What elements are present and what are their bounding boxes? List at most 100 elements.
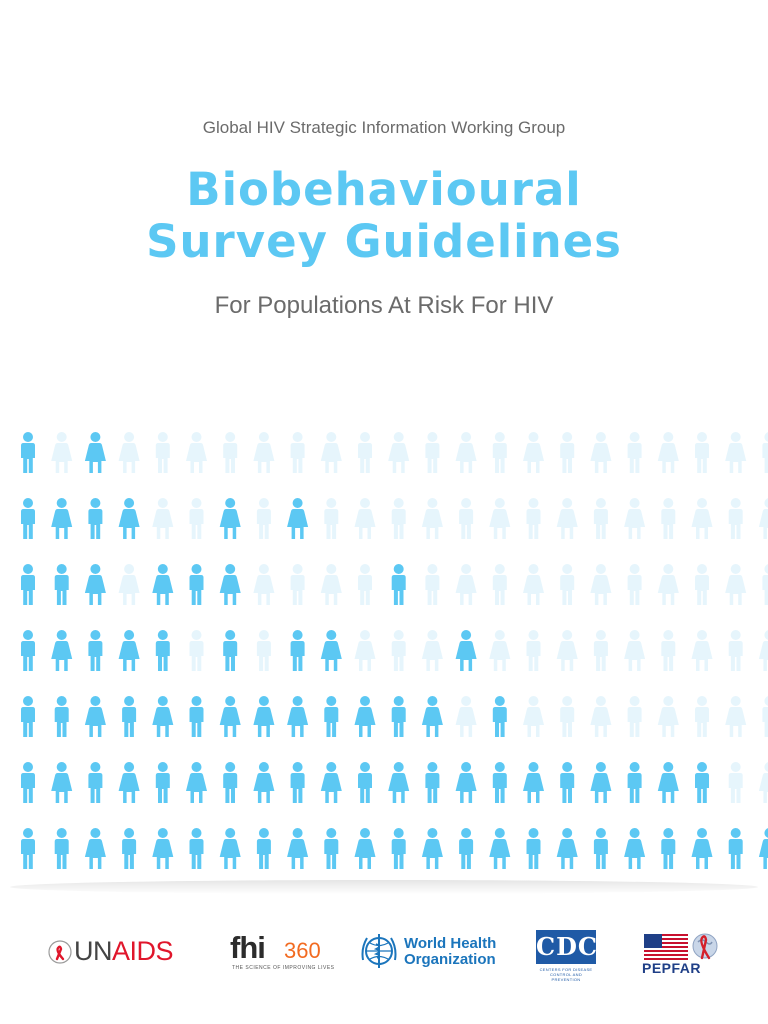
male-figure-icon <box>627 564 642 605</box>
female-figure-icon <box>758 498 768 539</box>
female-figure-icon <box>556 630 578 671</box>
male-figure-icon <box>54 564 69 605</box>
male-figure-icon <box>256 828 271 869</box>
female-figure-icon <box>51 630 73 671</box>
female-figure-icon <box>758 828 768 869</box>
female-figure-icon <box>84 564 106 605</box>
male-figure-icon <box>256 498 271 539</box>
female-figure-icon <box>489 828 511 869</box>
male-figure-icon <box>695 696 709 737</box>
pepfar-name: PEPFAR <box>642 960 702 976</box>
male-figure-icon <box>21 498 35 539</box>
female-figure-icon <box>455 432 477 473</box>
male-figure-icon <box>122 828 137 869</box>
male-figure-icon <box>695 762 709 803</box>
male-figure-icon <box>21 432 35 473</box>
male-figure-icon <box>560 564 575 605</box>
male-figure-icon <box>425 432 440 473</box>
male-figure-icon <box>324 828 339 869</box>
male-figure-icon <box>762 432 768 473</box>
female-figure-icon <box>725 564 747 605</box>
female-figure-icon <box>523 432 544 473</box>
globe-ribbon-icon <box>692 933 718 960</box>
female-figure-icon <box>118 762 140 803</box>
male-figure-icon <box>189 498 204 539</box>
female-figure-icon <box>455 564 477 605</box>
male-figure-icon <box>728 498 743 539</box>
male-figure-icon <box>189 564 204 605</box>
female-figure-icon <box>624 828 646 869</box>
male-figure-icon <box>290 564 305 605</box>
female-figure-icon <box>253 696 275 737</box>
male-figure-icon <box>526 498 541 539</box>
cdc-logo: CDC CENTERS FOR DISEASE CONTROL AND PREV… <box>536 922 598 982</box>
female-figure-icon <box>590 564 612 605</box>
female-figure-icon <box>657 762 679 803</box>
male-figure-icon <box>593 498 608 539</box>
female-figure-icon <box>489 498 511 539</box>
male-figure-icon <box>492 762 507 803</box>
fhi360-mark: fhi <box>230 930 266 965</box>
title-line-2: Survey Guidelines <box>146 215 622 268</box>
male-figure-icon <box>627 696 642 737</box>
male-figure-icon <box>223 762 238 803</box>
female-figure-icon <box>51 762 73 803</box>
female-figure-icon <box>219 696 241 737</box>
us-flag-icon <box>644 934 688 960</box>
unaids-logo: UNAIDS <box>44 922 194 982</box>
male-figure-icon <box>728 762 743 803</box>
male-figure-icon <box>391 828 406 869</box>
who-logo: World Health Organization <box>358 922 508 982</box>
male-figure-icon <box>21 564 35 605</box>
female-figure-icon <box>421 498 443 539</box>
female-figure-icon <box>51 498 73 539</box>
female-figure-icon <box>691 498 713 539</box>
female-figure-icon <box>421 630 443 671</box>
male-figure-icon <box>21 828 35 869</box>
male-figure-icon <box>627 432 642 473</box>
female-figure-icon <box>84 696 106 737</box>
female-figure-icon <box>725 432 747 473</box>
female-figure-icon <box>152 564 174 605</box>
female-figure-icon <box>421 696 443 737</box>
female-figure-icon <box>51 432 73 473</box>
female-figure-icon <box>556 828 578 869</box>
male-figure-icon <box>189 630 204 671</box>
male-figure-icon <box>425 762 440 803</box>
male-figure-icon <box>391 696 406 737</box>
people-figure-grid <box>0 412 768 880</box>
male-figure-icon <box>155 432 170 473</box>
female-figure-icon <box>219 828 241 869</box>
red-ribbon-icon <box>48 940 72 964</box>
female-figure-icon <box>388 762 410 803</box>
male-figure-icon <box>492 696 507 737</box>
male-figure-icon <box>391 630 406 671</box>
male-figure-icon <box>593 630 608 671</box>
female-figure-icon <box>253 432 275 473</box>
male-figure-icon <box>459 828 474 869</box>
male-figure-icon <box>560 432 575 473</box>
male-figure-icon <box>661 498 676 539</box>
female-figure-icon <box>253 762 275 803</box>
male-figure-icon <box>627 762 642 803</box>
female-figure-icon <box>84 828 106 869</box>
male-figure-icon <box>593 828 608 869</box>
female-figure-icon <box>118 630 140 671</box>
female-figure-icon <box>691 828 713 869</box>
female-figure-icon <box>118 498 140 539</box>
male-figure-icon <box>324 696 339 737</box>
male-figure-icon <box>695 564 709 605</box>
male-figure-icon <box>21 762 35 803</box>
female-figure-icon <box>556 498 578 539</box>
male-figure-icon <box>526 828 541 869</box>
male-figure-icon <box>391 498 406 539</box>
document-subtitle: For Populations At Risk For HIV <box>214 292 554 319</box>
people-figure-graphic <box>21 432 768 869</box>
female-figure-icon <box>354 828 376 869</box>
female-figure-icon <box>388 432 410 473</box>
female-figure-icon <box>624 630 646 671</box>
male-figure-icon <box>526 630 541 671</box>
male-figure-icon <box>54 696 69 737</box>
female-figure-icon <box>657 564 679 605</box>
female-figure-icon <box>152 696 174 737</box>
